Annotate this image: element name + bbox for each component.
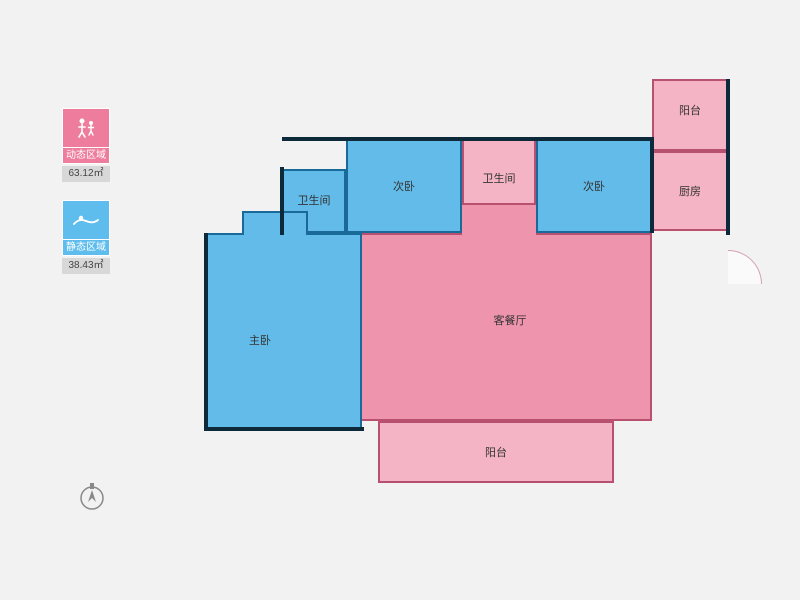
room-label-kitchen: 厨房 — [679, 183, 701, 199]
legend-static-label: 静态区域 — [62, 240, 110, 256]
wall-segment — [204, 233, 208, 431]
wall-segment — [280, 167, 284, 235]
room-label-living: 客餐厅 — [494, 312, 527, 328]
floor-plan: 阳台厨房次卧卫生间次卧卫生间客餐厅主卧阳台 — [200, 60, 760, 520]
legend-dynamic: 动态区域 63.12㎡ — [62, 108, 118, 182]
room-master_top — [242, 211, 308, 235]
legend-panel: 动态区域 63.12㎡ 静态区域 38.43㎡ — [62, 108, 118, 292]
wall-segment — [204, 427, 364, 431]
room-label-bedroom2_r: 次卧 — [583, 178, 605, 194]
room-master — [206, 233, 362, 429]
room-label-balcony_top: 阳台 — [679, 102, 701, 118]
compass-icon — [78, 480, 106, 517]
legend-static: 静态区域 38.43㎡ — [62, 200, 118, 274]
room-label-bedroom2_l: 次卧 — [393, 178, 415, 194]
room-living_notch — [462, 205, 536, 235]
wall-segment — [726, 79, 730, 235]
wall-segment — [282, 137, 654, 141]
room-label-master: 主卧 — [249, 332, 271, 348]
room-label-balcony_bot: 阳台 — [485, 444, 507, 460]
room-label-bath_mid: 卫生间 — [483, 170, 516, 186]
door-arc — [728, 250, 762, 284]
room-label-bath_left: 卫生间 — [298, 192, 331, 208]
wall-segment — [650, 137, 654, 233]
legend-dynamic-value: 63.12㎡ — [62, 166, 110, 182]
legend-dynamic-label: 动态区域 — [62, 148, 110, 164]
sleep-icon — [62, 200, 110, 240]
people-icon — [62, 108, 110, 148]
legend-static-value: 38.43㎡ — [62, 258, 110, 274]
